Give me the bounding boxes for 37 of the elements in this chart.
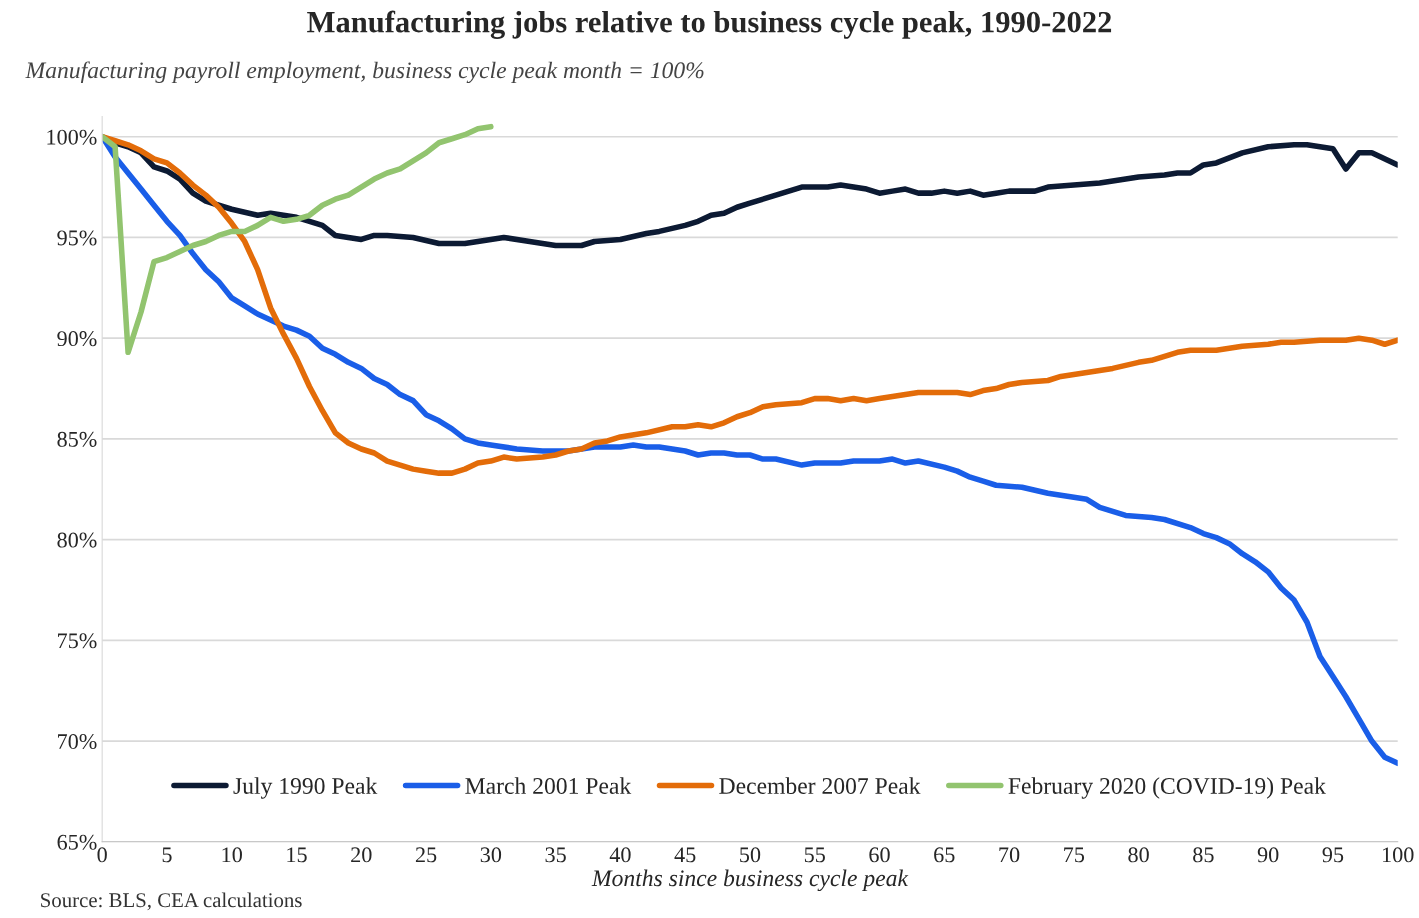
x-tick-label: 55 xyxy=(804,847,825,863)
x-axis-title: Months since business cycle peak xyxy=(591,869,909,892)
x-tick-label: 0 xyxy=(97,847,107,863)
y-tick-label: 100% xyxy=(47,129,97,145)
x-tick-label: 80 xyxy=(1128,847,1149,863)
x-tick-label: 100 xyxy=(1383,847,1414,863)
source-note: Source: BLS, CEA calculations xyxy=(41,892,302,911)
y-tick-label: 95% xyxy=(57,230,97,246)
x-tick-label: 15 xyxy=(287,847,307,863)
y-tick-label: 70% xyxy=(58,734,97,750)
x-tick-label: 40 xyxy=(609,847,631,863)
legend-label: July 1990 Peak xyxy=(233,777,378,799)
y-tick-label: 85% xyxy=(57,431,97,447)
y-tick-label: 65% xyxy=(57,834,97,850)
legend-label: February 2020 (COVID-19) Peak xyxy=(1008,777,1326,799)
y-tick-label: 80% xyxy=(57,532,97,548)
x-tick-label: 70 xyxy=(999,847,1020,863)
x-tick-label: 65 xyxy=(934,847,955,863)
chart-title: Manufacturing jobs relative to business cycle peak, 1990-2022 xyxy=(307,10,1112,39)
x-tick-label: 95 xyxy=(1322,847,1344,863)
x-tick-label: 90 xyxy=(1257,847,1279,863)
x-tick-label: 75 xyxy=(1064,847,1085,863)
y-tick-label: 75% xyxy=(58,633,97,649)
x-tick-label: 85 xyxy=(1193,847,1214,863)
x-tick-label: 20 xyxy=(351,847,372,863)
x-tick-label: 45 xyxy=(674,847,696,863)
x-tick-label: 60 xyxy=(869,847,890,863)
legend-label: March 2001 Peak xyxy=(465,777,632,794)
y-tick-label: 90% xyxy=(57,331,97,347)
chart-subtitle: Manufacturing payroll employment, business cycle peak month = 100% xyxy=(25,61,704,84)
x-tick-label: 35 xyxy=(545,847,566,863)
legend-label: December 2007 Peak xyxy=(719,777,921,794)
x-tick-label: 10 xyxy=(222,847,242,863)
x-tick-label: 5 xyxy=(162,847,172,863)
x-tick-label: 30 xyxy=(480,847,502,863)
x-tick-label: 50 xyxy=(740,847,761,863)
x-tick-label: 25 xyxy=(415,847,437,863)
